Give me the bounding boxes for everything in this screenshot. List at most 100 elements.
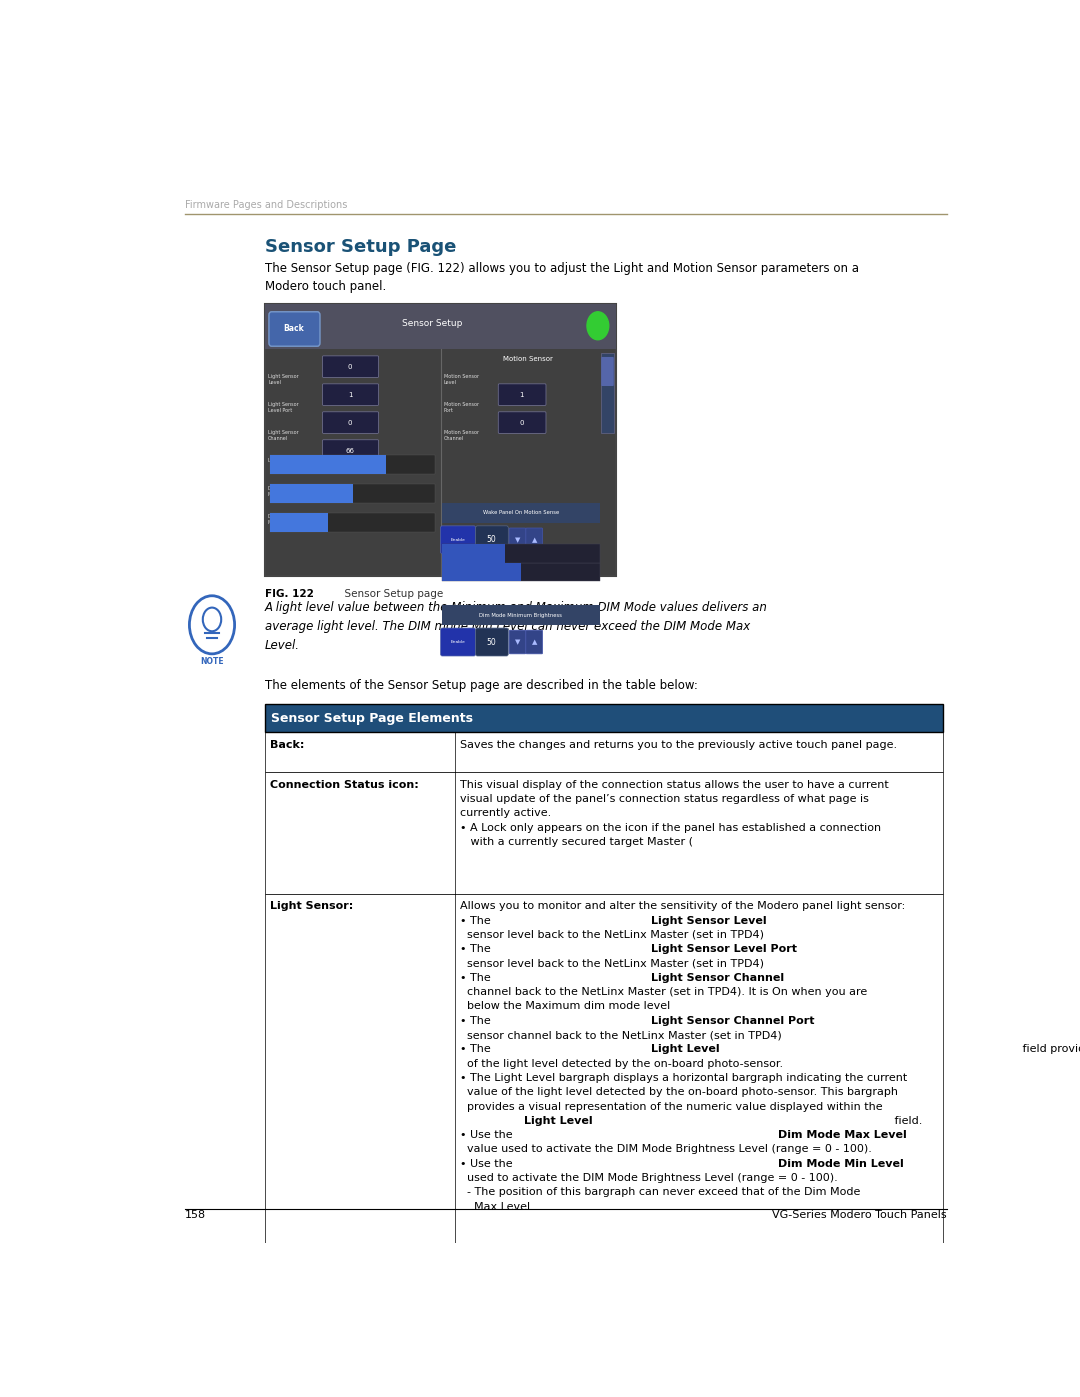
FancyBboxPatch shape	[270, 513, 435, 532]
Text: FIG. 122: FIG. 122	[265, 590, 313, 599]
FancyBboxPatch shape	[526, 630, 542, 654]
FancyBboxPatch shape	[270, 455, 435, 474]
Text: 158: 158	[186, 1210, 206, 1220]
Text: 66: 66	[346, 447, 354, 454]
Text: Allows you to monitor and alter the sensitivity of the Modero panel light sensor: Allows you to monitor and alter the sens…	[460, 901, 906, 911]
FancyBboxPatch shape	[602, 358, 613, 386]
Text: Dim Mode
Min Level: Dim Mode Min Level	[268, 514, 293, 525]
Text: Sensor Setup page: Sensor Setup page	[338, 590, 444, 599]
FancyBboxPatch shape	[509, 630, 526, 654]
Text: ▼: ▼	[515, 536, 521, 543]
FancyBboxPatch shape	[442, 563, 599, 581]
Text: • The: • The	[460, 1045, 495, 1055]
Text: Enable: Enable	[450, 640, 465, 644]
Text: ▼: ▼	[515, 638, 521, 645]
Text: Dim Mode
Max Level: Dim Mode Max Level	[268, 486, 293, 497]
FancyBboxPatch shape	[323, 440, 379, 461]
Text: 0: 0	[348, 363, 352, 370]
Text: Sensor Setup Page: Sensor Setup Page	[265, 237, 456, 256]
Text: Firmware Pages and Descriptions: Firmware Pages and Descriptions	[186, 200, 348, 210]
Text: NOTE: NOTE	[200, 657, 224, 666]
Text: Light Level: Light Level	[651, 1045, 720, 1055]
Text: Wake Panel On Motion Sense: Wake Panel On Motion Sense	[483, 510, 559, 515]
Text: Light Sensor:: Light Sensor:	[270, 901, 353, 911]
FancyBboxPatch shape	[323, 356, 379, 377]
Text: channel back to the NetLinx Master (set in TPD4). It is On when you are: channel back to the NetLinx Master (set …	[460, 988, 867, 997]
FancyBboxPatch shape	[498, 412, 546, 433]
Text: Light Sensor
Level Port: Light Sensor Level Port	[268, 402, 299, 414]
FancyBboxPatch shape	[270, 455, 386, 474]
FancyBboxPatch shape	[269, 312, 320, 346]
Text: Back: Back	[284, 324, 305, 334]
Text: Motion Sensor: Motion Sensor	[503, 356, 553, 362]
FancyBboxPatch shape	[265, 732, 943, 773]
Text: The elements of the Sensor Setup page are described in the table below:: The elements of the Sensor Setup page ar…	[265, 679, 698, 692]
Text: Light Level: Light Level	[524, 1116, 593, 1126]
Text: 0: 0	[519, 419, 524, 426]
Text: below the Maximum dim mode level: below the Maximum dim mode level	[460, 1002, 674, 1011]
Text: • A Lock only appears on the icon if the panel has established a connection: • A Lock only appears on the icon if the…	[460, 823, 881, 833]
FancyBboxPatch shape	[265, 305, 617, 577]
Text: of the light level detected by the on-board photo-sensor.: of the light level detected by the on-bo…	[460, 1059, 784, 1069]
Text: field provides a numeric value representing the current value: field provides a numeric value represent…	[1018, 1045, 1080, 1055]
FancyBboxPatch shape	[442, 563, 521, 581]
Text: • The Light Level bargraph displays a horizontal bargraph indicating the current: • The Light Level bargraph displays a ho…	[460, 1073, 907, 1083]
FancyBboxPatch shape	[265, 773, 943, 894]
Text: Motion Sensor
Port: Motion Sensor Port	[444, 402, 478, 414]
FancyBboxPatch shape	[265, 305, 617, 349]
Text: • The: • The	[460, 1016, 495, 1025]
Text: ▲: ▲	[531, 536, 537, 543]
Text: The Sensor Setup page (FIG. 122) allows you to adjust the Light and Motion Senso: The Sensor Setup page (FIG. 122) allows …	[265, 263, 859, 293]
Text: Motion Sensor
Level: Motion Sensor Level	[444, 374, 478, 386]
Text: value of the light level detected by the on-board photo-sensor. This bargraph: value of the light level detected by the…	[460, 1087, 899, 1097]
Text: Back:: Back:	[270, 740, 305, 750]
Text: 1: 1	[348, 391, 352, 398]
FancyBboxPatch shape	[498, 384, 546, 405]
Text: Light Sensor Channel: Light Sensor Channel	[651, 972, 784, 983]
Text: • Use the: • Use the	[460, 1158, 516, 1169]
FancyBboxPatch shape	[323, 412, 379, 433]
Text: Light Sensor: Light Sensor	[330, 356, 375, 362]
Text: 50: 50	[487, 637, 497, 647]
Text: Dim Mode Minimum Brightness: Dim Mode Minimum Brightness	[480, 613, 563, 617]
Text: 0: 0	[348, 419, 352, 426]
Text: Light Sensor Level Port: Light Sensor Level Port	[651, 944, 797, 954]
Text: 1: 1	[519, 391, 524, 398]
Text: • The: • The	[460, 972, 495, 983]
FancyBboxPatch shape	[270, 513, 327, 532]
FancyBboxPatch shape	[442, 545, 505, 563]
Text: sensor level back to the NetLinx Master (set in TPD4): sensor level back to the NetLinx Master …	[460, 930, 768, 940]
Text: - The position of this bargraph can never exceed that of the Dim Mode: - The position of this bargraph can neve…	[460, 1187, 861, 1197]
Text: 50: 50	[487, 535, 497, 545]
Text: visual update of the panel’s connection status regardless of what page is: visual update of the panel’s connection …	[460, 793, 869, 805]
FancyBboxPatch shape	[442, 503, 599, 522]
FancyBboxPatch shape	[602, 352, 613, 433]
Text: Dim Mode Min Level: Dim Mode Min Level	[779, 1158, 904, 1169]
FancyBboxPatch shape	[265, 704, 943, 732]
Text: Connection Status icon:: Connection Status icon:	[270, 780, 419, 789]
Text: VG-Series Modero Touch Panels: VG-Series Modero Touch Panels	[772, 1210, 947, 1220]
FancyBboxPatch shape	[441, 525, 475, 553]
Text: value used to activate the DIM Mode Brightness Level (range = 0 - 100).: value used to activate the DIM Mode Brig…	[460, 1144, 873, 1154]
FancyBboxPatch shape	[265, 894, 943, 1372]
Text: Saves the changes and returns you to the previously active touch panel page.: Saves the changes and returns you to the…	[460, 740, 897, 750]
Text: sensor level back to the NetLinx Master (set in TPD4): sensor level back to the NetLinx Master …	[460, 958, 768, 968]
Text: field.: field.	[891, 1116, 922, 1126]
Text: currently active.: currently active.	[460, 809, 552, 819]
FancyBboxPatch shape	[270, 483, 435, 503]
Text: Light Level: Light Level	[268, 458, 295, 462]
Text: with a currently secured target Master (: with a currently secured target Master (	[460, 837, 693, 847]
Text: A light level value between the Minimum and Maximum DIM Mode values delivers an
: A light level value between the Minimum …	[265, 601, 768, 652]
Text: Sensor Setup: Sensor Setup	[402, 319, 462, 328]
Text: Light Sensor
Level: Light Sensor Level	[268, 374, 299, 386]
Text: used to activate the DIM Mode Brightness Level (range = 0 - 100).: used to activate the DIM Mode Brightness…	[460, 1173, 838, 1183]
Text: Light Sensor Channel Port: Light Sensor Channel Port	[651, 1016, 814, 1025]
FancyBboxPatch shape	[323, 384, 379, 405]
Text: This visual display of the connection status allows the user to have a current: This visual display of the connection st…	[460, 780, 889, 789]
FancyBboxPatch shape	[441, 629, 475, 657]
Circle shape	[588, 312, 609, 339]
Text: • The: • The	[460, 915, 495, 926]
Text: Motion Sensor
Channel: Motion Sensor Channel	[444, 430, 478, 441]
FancyBboxPatch shape	[475, 525, 509, 553]
FancyBboxPatch shape	[509, 528, 526, 552]
